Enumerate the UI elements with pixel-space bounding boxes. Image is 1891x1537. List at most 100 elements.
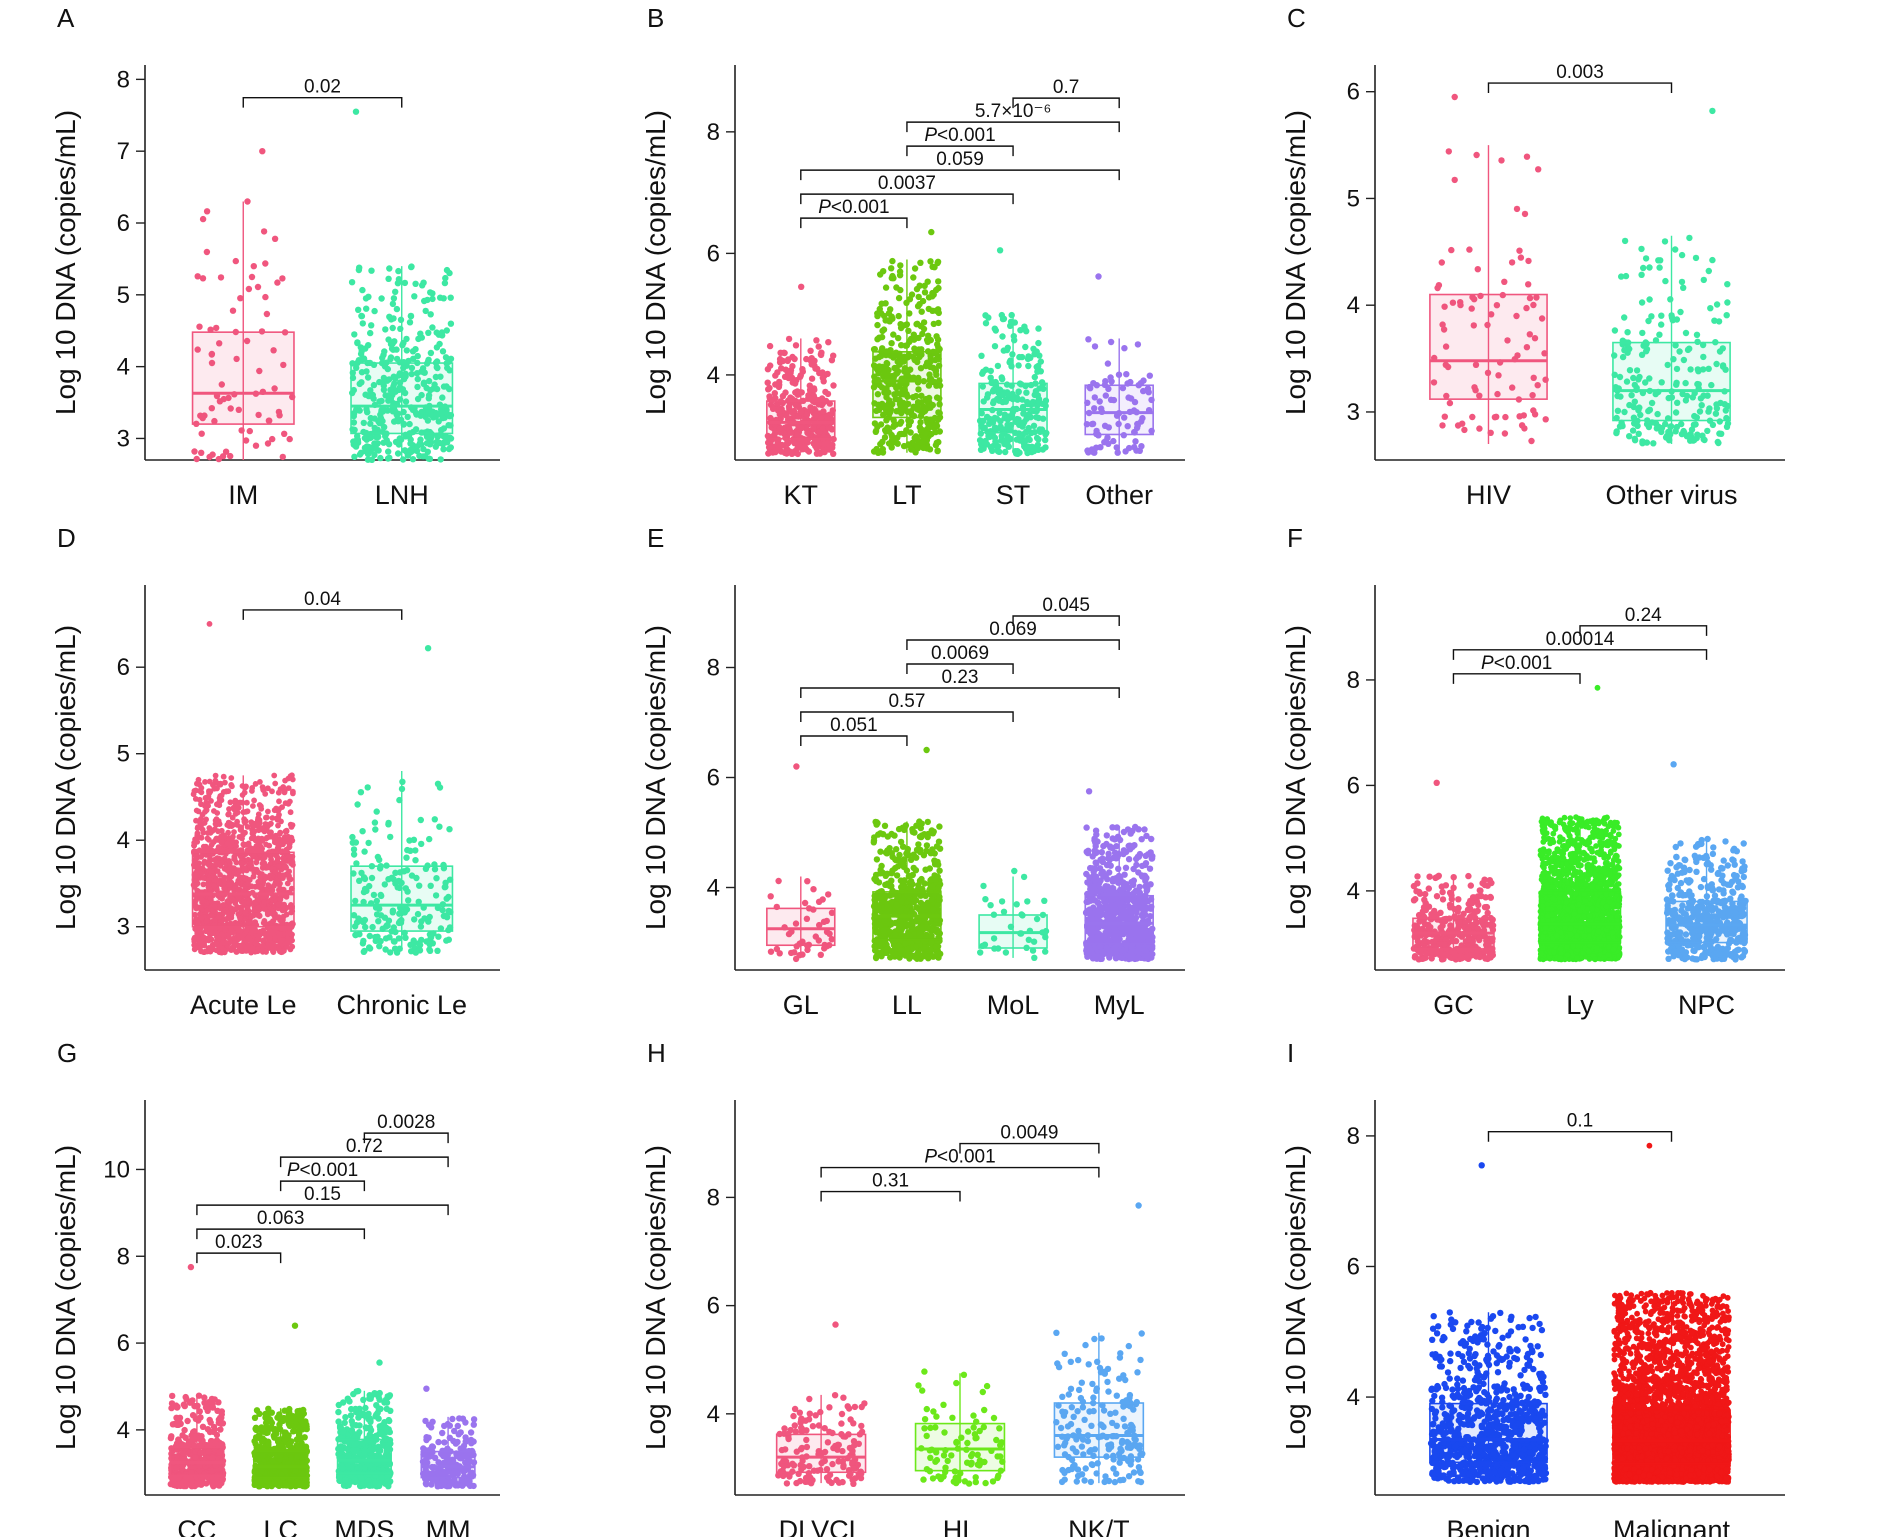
- data-point: [367, 329, 374, 337]
- data-point: [915, 841, 922, 848]
- data-point: [1672, 428, 1679, 435]
- data-point: [1691, 436, 1698, 444]
- data-point: [447, 320, 455, 327]
- data-point: [249, 788, 255, 794]
- box-group-chronic-le: [349, 645, 454, 956]
- data-point: [1023, 445, 1031, 452]
- data-point: [980, 882, 987, 890]
- data-point: [395, 935, 403, 942]
- data-point: [420, 445, 427, 453]
- data-point: [1474, 266, 1482, 273]
- significance-bracket: P<0.001: [800, 197, 908, 229]
- data-point: [229, 838, 236, 844]
- data-point: [255, 811, 262, 818]
- data-point: [901, 826, 908, 834]
- data-point: [213, 816, 220, 823]
- data-point: [1668, 314, 1676, 321]
- box: [191, 331, 295, 425]
- data-point: [220, 773, 227, 780]
- x-category-label: KT: [784, 480, 819, 510]
- data-point: [1516, 413, 1523, 420]
- data-point: [793, 763, 800, 770]
- bracket-line: [1487, 82, 1673, 94]
- data-point: [811, 394, 818, 401]
- data-point: [927, 258, 934, 265]
- data-point: [194, 273, 201, 280]
- data-point: [1008, 311, 1015, 319]
- data-point: [882, 300, 889, 307]
- data-point: [256, 367, 263, 375]
- data-point: [429, 290, 436, 297]
- data-point: [1446, 399, 1454, 407]
- data-point: [1020, 873, 1028, 881]
- data-point: [423, 440, 431, 447]
- data-point: [368, 322, 375, 329]
- data-point: [206, 453, 213, 461]
- data-point: [1692, 254, 1700, 262]
- data-point: [936, 867, 943, 874]
- data-point: [436, 784, 444, 791]
- data-point: [372, 826, 379, 833]
- data-point: [901, 430, 908, 438]
- data-point: [281, 430, 288, 437]
- data-point: [363, 406, 370, 413]
- data-point: [424, 645, 432, 652]
- data-point: [362, 448, 370, 455]
- data-point: [916, 301, 923, 308]
- data-point: [1656, 331, 1663, 338]
- data-point: [1004, 434, 1011, 441]
- data-point: [767, 893, 774, 900]
- data-point: [366, 932, 373, 940]
- data-point: [404, 846, 411, 854]
- data-point: [248, 819, 255, 826]
- data-point: [878, 862, 885, 870]
- data-point: [191, 839, 198, 846]
- data-point: [785, 374, 792, 382]
- data-point: [270, 948, 276, 955]
- data-point: [437, 456, 444, 463]
- data-point: [205, 830, 211, 836]
- data-point: [235, 406, 242, 413]
- data-point: [1640, 264, 1647, 272]
- data-point: [436, 340, 443, 348]
- data-point: [934, 951, 941, 958]
- data-point: [394, 450, 402, 457]
- data-point: [766, 384, 773, 392]
- data-point: [355, 306, 362, 313]
- data-point: [371, 307, 378, 315]
- data-point: [991, 343, 999, 350]
- data-point: [194, 832, 201, 839]
- data-point: [236, 799, 242, 806]
- data-point: [765, 444, 773, 451]
- data-point: [1083, 824, 1090, 831]
- data-point: [791, 355, 798, 363]
- data-point: [820, 378, 827, 385]
- data-point: [426, 835, 433, 843]
- data-point: [1677, 308, 1684, 316]
- data-point: [359, 356, 366, 363]
- data-point: [917, 419, 924, 426]
- data-point: [767, 948, 775, 955]
- x-category-label: Chronic Le: [336, 990, 467, 1020]
- data-point: [287, 798, 293, 805]
- data-point: [1035, 436, 1042, 443]
- data-point: [923, 336, 931, 344]
- box: [1612, 341, 1731, 422]
- data-point: [1010, 333, 1017, 340]
- data-point: [773, 945, 781, 953]
- data-point: [814, 365, 821, 373]
- data-point: [1123, 371, 1130, 378]
- data-point: [982, 896, 989, 903]
- data-point: [902, 940, 909, 947]
- data-point: [279, 453, 286, 461]
- data-point: [1434, 284, 1441, 292]
- y-tick-label: 6: [117, 210, 130, 237]
- data-point: [1113, 444, 1120, 451]
- data-point: [884, 424, 891, 431]
- data-point: [873, 821, 880, 828]
- data-point: [877, 848, 884, 855]
- data-point: [271, 772, 278, 779]
- box-group-lt: [870, 228, 944, 456]
